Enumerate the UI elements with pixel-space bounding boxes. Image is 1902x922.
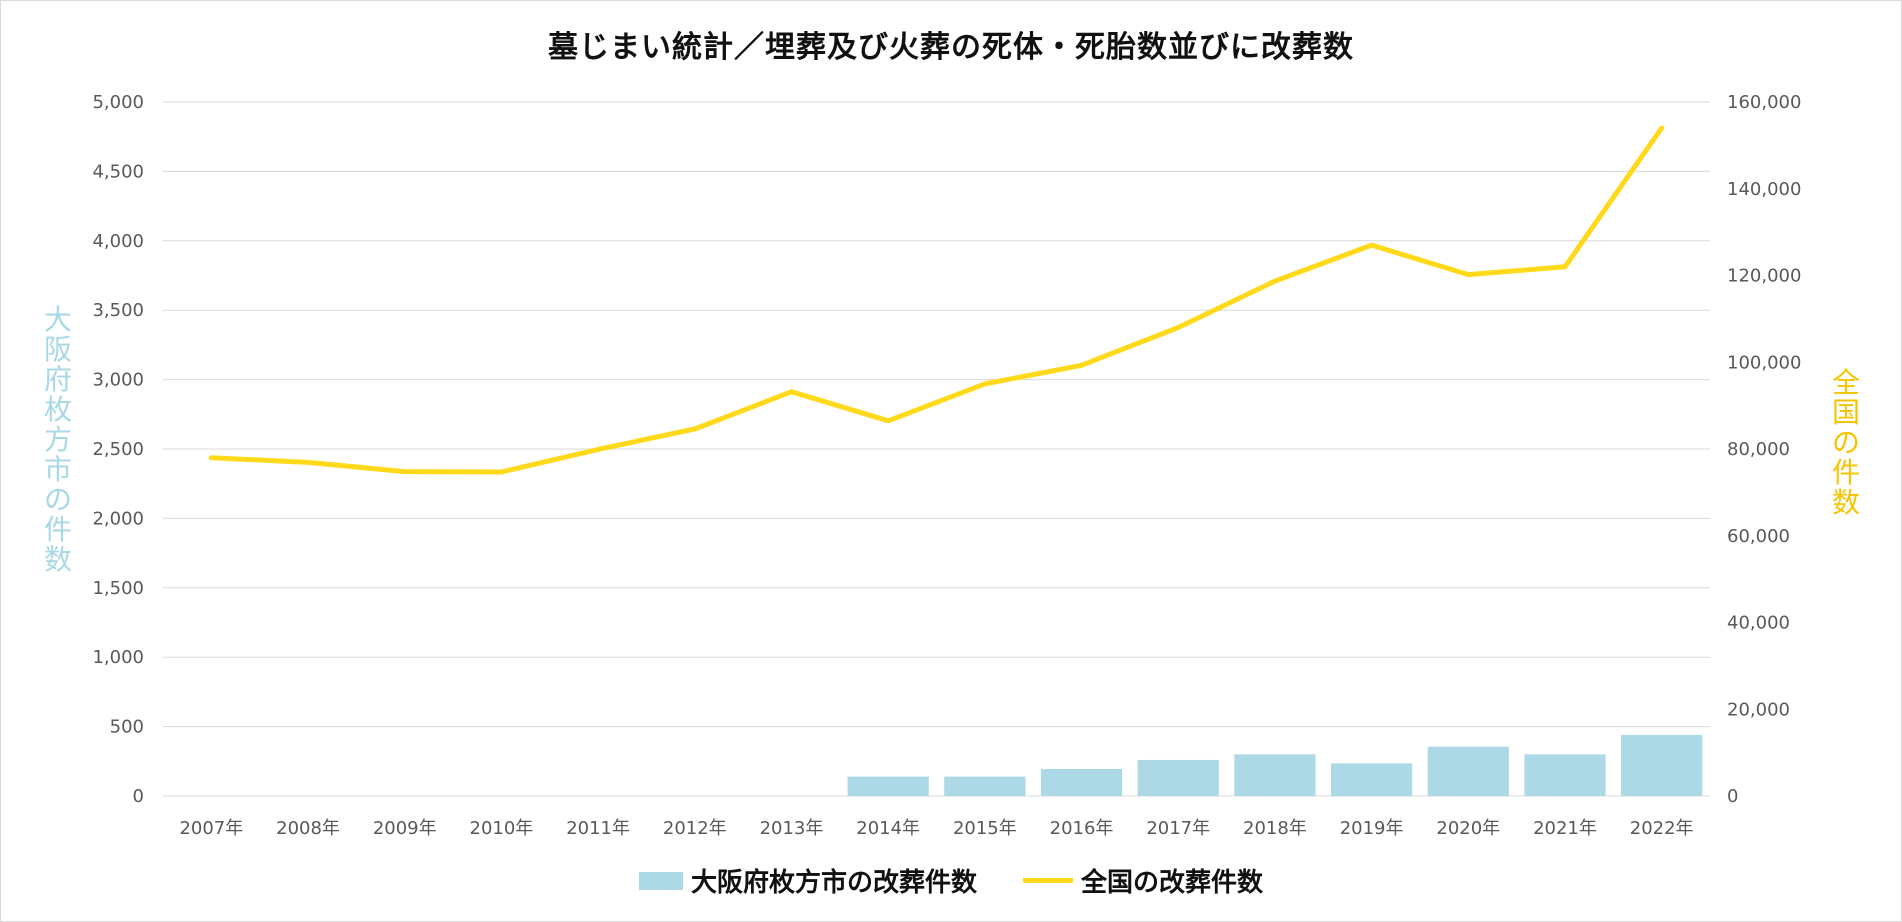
left-tick-label: 0 <box>133 786 144 807</box>
x-tick-label: 2012年 <box>663 818 727 839</box>
right-tick-label: 120,000 <box>1727 266 1801 287</box>
right-tick-label: 20,000 <box>1727 699 1790 720</box>
right-tick-label: 160,000 <box>1727 92 1801 113</box>
legend-label-bar: 大阪府枚方市の改葬件数 <box>690 868 977 898</box>
x-tick-label: 2015年 <box>953 818 1017 839</box>
legend-swatch-line <box>1023 878 1073 883</box>
x-tick-label: 2009年 <box>373 818 437 839</box>
x-tick-label: 2008年 <box>276 818 340 839</box>
right-tick-label: 0 <box>1727 786 1738 807</box>
right-tick-label: 60,000 <box>1727 526 1790 547</box>
x-tick-label: 2014年 <box>856 818 920 839</box>
series-line <box>208 125 1665 475</box>
legend-item-bar: 大阪府枚方市の改葬件数 <box>638 862 977 899</box>
left-tick-label: 5,000 <box>92 92 144 113</box>
left-tick-label: 1,500 <box>92 578 144 599</box>
x-tick-label: 2018年 <box>1243 818 1307 839</box>
x-tick-label: 2007年 <box>179 818 243 839</box>
x-tick-label: 2010年 <box>470 818 534 839</box>
x-tick-label: 2017年 <box>1146 818 1210 839</box>
left-tick-label: 4,500 <box>92 161 144 182</box>
right-tick-label: 100,000 <box>1727 352 1801 373</box>
bar <box>1234 754 1316 796</box>
bar <box>944 776 1026 796</box>
legend-swatch-bar <box>638 871 683 890</box>
left-tick-label: 2,000 <box>92 508 144 529</box>
bar <box>1524 754 1606 796</box>
left-tick-label: 4,000 <box>92 231 144 252</box>
left-tick-label: 2,500 <box>92 439 144 460</box>
bar <box>847 776 929 796</box>
left-tick-label: 1,000 <box>92 647 144 668</box>
x-tick-label: 2016年 <box>1050 818 1114 839</box>
legend: 大阪府枚方市の改葬件数 全国の改葬件数 <box>0 862 1902 899</box>
left-tick-label: 500 <box>110 717 144 738</box>
left-axis-label: 大阪府枚方市の件数 <box>43 303 72 576</box>
x-tick-label: 2021年 <box>1533 818 1597 839</box>
bar <box>1621 734 1703 796</box>
right-tick-label: 40,000 <box>1727 613 1790 634</box>
legend-item-line: 全国の改葬件数 <box>1023 862 1263 899</box>
bar <box>1427 746 1509 796</box>
x-tick-label: 2013年 <box>760 818 824 839</box>
right-axis-label: 全国の件数 <box>1831 366 1860 519</box>
bar <box>1137 759 1219 796</box>
left-tick-label: 3,000 <box>92 370 144 391</box>
x-tick-label: 2020年 <box>1436 818 1500 839</box>
left-tick-label: 3,500 <box>92 300 144 321</box>
chart-title: 墓じまい統計／埋葬及び火葬の死体・死胎数並びに改葬数 <box>548 30 1354 65</box>
right-tick-label: 80,000 <box>1727 439 1790 460</box>
x-tick-label: 2022年 <box>1630 818 1694 839</box>
legend-label-line: 全国の改葬件数 <box>1081 868 1264 898</box>
bar <box>1040 768 1123 796</box>
x-tick-label: 2011年 <box>566 818 630 839</box>
bar <box>1330 763 1413 796</box>
right-tick-label: 140,000 <box>1727 179 1801 200</box>
x-tick-label: 2019年 <box>1340 818 1404 839</box>
